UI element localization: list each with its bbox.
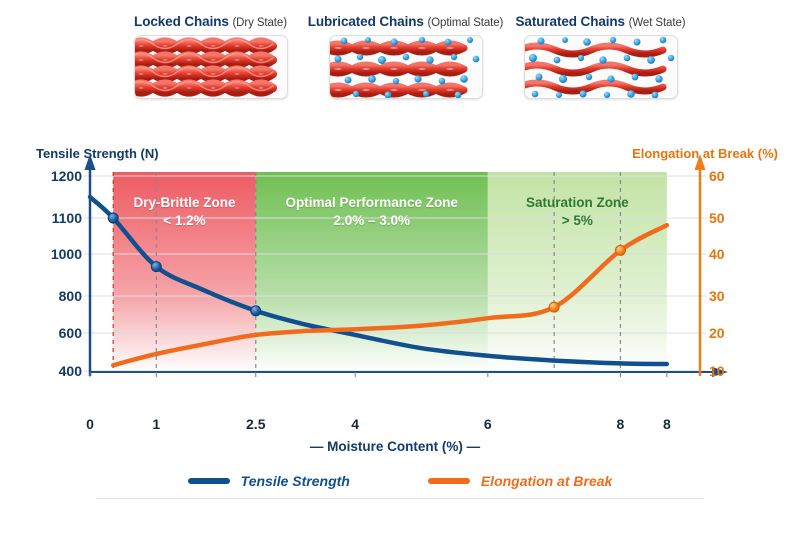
x-tick-4: 6 — [483, 416, 492, 432]
x-tick-3: 4 — [351, 416, 360, 432]
moisture-performance-chart: Tensile Strength (N) Elongation at Break… — [0, 140, 800, 454]
panel-saturated-chains: Saturated Chains (Wet State) — [498, 14, 703, 99]
right-tick-60: 60 — [709, 168, 725, 184]
chart-legend: Tensile Strength Elongation at Break — [0, 465, 800, 497]
panel-lubricated-chains: Lubricated Chains (Optimal State) — [303, 14, 508, 99]
legend-divider — [96, 498, 704, 499]
right-tick-10: 10 — [709, 363, 725, 379]
x-tick-6: 8 — [662, 416, 671, 432]
panel-title: Locked Chains (Dry State) — [108, 14, 313, 29]
chain-state-panels: Locked Chains (Dry State) — [0, 14, 800, 134]
left-tick-400: 400 — [58, 363, 82, 379]
left-tick-1000: 1000 — [50, 246, 82, 262]
left-tick-600: 600 — [58, 325, 82, 341]
left-tick-800: 800 — [58, 288, 82, 304]
panel-title-text: Saturated Chains — [515, 14, 626, 29]
panel-title-text: Lubricated Chains — [307, 14, 424, 29]
right-tick-20: 20 — [709, 325, 725, 341]
left-tick-1200: 1200 — [50, 168, 82, 184]
legend-label-tensile: Tensile Strength — [240, 473, 350, 489]
x-axis-title: — Moisture Content (%) — — [309, 439, 481, 454]
x-tick-2: 2.5 — [246, 416, 266, 432]
legend-swatch-elongation — [427, 478, 470, 484]
right-tick-50: 50 — [709, 210, 725, 226]
panel-subtitle-text: (Optimal State) — [427, 17, 504, 29]
wavy-chains-with-water-illustration — [328, 35, 483, 99]
legend-item-tensile-strength[interactable]: Tensile Strength — [187, 473, 350, 489]
x-tick-5: 8 — [616, 416, 625, 432]
panel-title-text: Locked Chains — [134, 14, 229, 29]
left-tick-1100: 1100 — [51, 210, 82, 226]
right-axis-title: Elongation at Break (%) — [632, 146, 778, 161]
legend-item-elongation[interactable]: Elongation at Break — [427, 473, 613, 489]
right-tick-40: 40 — [709, 246, 725, 262]
separated-chains-in-water-illustration — [523, 35, 678, 99]
braided-chains-illustration — [133, 35, 288, 99]
x-tick-1: 1 — [152, 416, 161, 432]
panel-title: Saturated Chains (Wet State) — [498, 14, 703, 29]
right-tick-30: 30 — [709, 288, 725, 304]
panel-title: Lubricated Chains (Optimal State) — [303, 14, 508, 29]
plot-area: 1200 1100 1000 800 600 400 60 50 40 30 20 10 0 1 2.5… — [51, 154, 728, 454]
panel-subtitle-text: (Dry State) — [232, 17, 287, 29]
panel-subtitle-text: (Wet State) — [628, 17, 686, 29]
x-tick-0: 0 — [86, 416, 94, 432]
panel-locked-chains: Locked Chains (Dry State) — [108, 14, 313, 99]
legend-label-elongation: Elongation at Break — [480, 473, 613, 489]
legend-swatch-tensile — [187, 478, 230, 484]
left-axis-title: Tensile Strength (N) — [36, 146, 159, 161]
